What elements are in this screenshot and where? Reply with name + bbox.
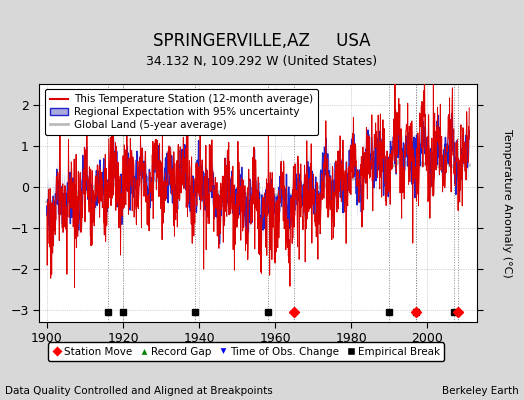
Text: SPRINGERVILLE,AZ     USA: SPRINGERVILLE,AZ USA bbox=[153, 32, 371, 50]
Text: Berkeley Earth: Berkeley Earth bbox=[442, 386, 519, 396]
Legend: Station Move, Record Gap, Time of Obs. Change, Empirical Break: Station Move, Record Gap, Time of Obs. C… bbox=[48, 342, 444, 361]
Legend: This Temperature Station (12-month average), Regional Expectation with 95% uncer: This Temperature Station (12-month avera… bbox=[45, 89, 318, 135]
Text: 34.132 N, 109.292 W (United States): 34.132 N, 109.292 W (United States) bbox=[146, 55, 378, 68]
Text: Data Quality Controlled and Aligned at Breakpoints: Data Quality Controlled and Aligned at B… bbox=[5, 386, 273, 396]
Y-axis label: Temperature Anomaly (°C): Temperature Anomaly (°C) bbox=[502, 129, 512, 277]
